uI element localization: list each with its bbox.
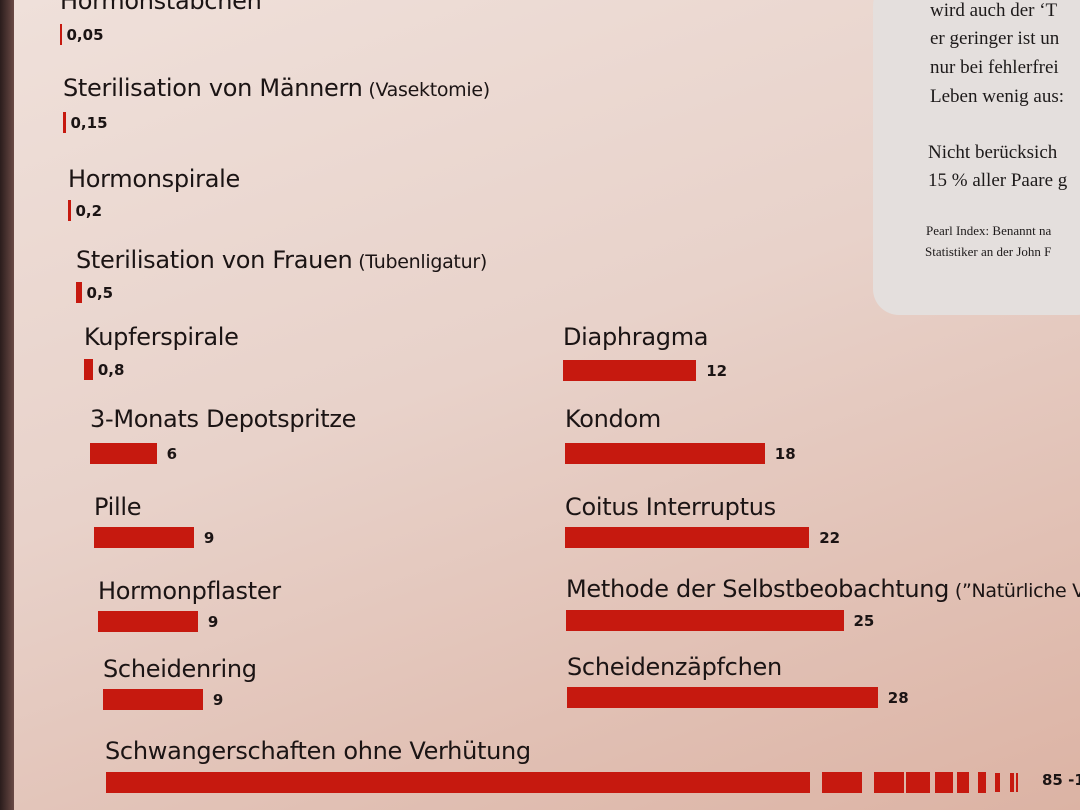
bar-segment [1016,773,1018,792]
bar-value: 28 [887,689,909,707]
bar-label-text: Hormonpflaster [98,577,281,605]
info-panel [873,0,1080,315]
bar-label: Pille [94,493,142,521]
bar [563,360,697,381]
bar [76,282,82,303]
bar [68,200,71,221]
bar-value: 0,15 [70,114,108,132]
panel-line: wird auch der ‘T [930,0,1058,21]
bar-label-text: Hormonspirale [68,165,240,193]
bar-label-text: Kupferspirale [84,323,239,351]
panel-line: 15 % aller Paare g [928,170,1068,191]
bar [565,443,765,464]
bar [106,772,810,793]
bar-label: Coitus Interruptus [565,493,776,521]
bar-label-text: Scheidenzäpfchen [567,653,782,681]
panel-footnote: Statistiker an der John F [925,244,1052,259]
bar [103,689,203,710]
bar-label: Schwangerschaften ohne Verhütung [105,737,531,765]
bar [84,359,93,380]
bar [60,24,62,45]
bar-label: Diaphragma [563,323,709,351]
bar-value: 9 [203,529,215,547]
bar-label-text: Sterilisation von Frauen [76,246,353,274]
bar-label: Scheidenzäpfchen [567,653,782,681]
bar-label: Hormonspirale [68,165,240,193]
bar-label: 3-Monats Depotspritze [90,405,356,433]
bar-label-text: 3-Monats Depotspritze [90,405,357,433]
bar-segment [874,772,904,793]
bar-label-text: Hormonstäbchen [60,0,262,15]
panel-footnote: Pearl Index: Benannt na [926,223,1052,238]
bar [565,527,810,548]
bar-value: 0,5 [86,284,114,302]
bar [567,687,878,708]
bar-value: 6 [166,445,178,463]
panel-line: nur bei fehlerfrei [930,57,1059,78]
panel-line: Leben wenig aus: [930,86,1065,107]
bar-segment [906,772,930,793]
bar-segment [957,772,969,793]
display-edge [0,0,14,810]
bar-value: 0,8 [97,361,125,379]
bar-value: 25 [853,612,875,630]
bar-label-note: (Tubenligatur) [352,251,487,273]
bar [94,527,194,548]
bar-value: 85 -1 [1042,771,1080,789]
bar-label: Kupferspirale [84,323,239,351]
bar-label: Hormonpflaster [98,577,281,605]
bar-label: Sterilisation von Männern (Vasektomie) [63,74,490,102]
bar [98,611,198,632]
bar-segment [822,772,862,793]
panel-line: er geringer ist un [930,28,1060,49]
bar-label: Sterilisation von Frauen (Tubenligatur) [76,246,487,274]
bar-value: 18 [774,445,796,463]
bar-value: 22 [819,529,841,547]
bar-label-text: Methode der Selbstbeobachtung [566,575,950,603]
bar-label-text: Coitus Interruptus [565,493,776,521]
bar-label-note: (”Natürliche V [949,580,1080,602]
bar-value: 0,05 [66,26,104,44]
bar-label-text: Kondom [565,405,661,433]
bar-label-text: Diaphragma [563,323,709,351]
bar-label: Hormonstäbchen [60,0,262,15]
bar-value: 9 [207,613,219,631]
bar-label-text: Scheidenring [103,655,257,683]
panel-line: Nicht berücksich [928,142,1058,163]
bar-segment [978,772,986,793]
bar [566,610,844,631]
bar-label-text: Pille [94,493,142,521]
bar-label: Methode der Selbstbeobachtung (”Natürlic… [566,575,1080,603]
bar-label-note: (Vasektomie) [362,79,490,101]
bar-value: 9 [212,691,224,709]
bar [90,443,157,464]
bar [63,112,66,133]
bar-value: 0,2 [75,202,103,220]
bar-segment [995,773,1000,792]
bar-label: Scheidenring [103,655,257,683]
bar-value: 12 [706,362,728,380]
bar-label: Kondom [565,405,661,433]
bar-segment [935,772,953,793]
bar-segment [1010,773,1014,792]
bar-label-text: Sterilisation von Männern [63,74,363,102]
